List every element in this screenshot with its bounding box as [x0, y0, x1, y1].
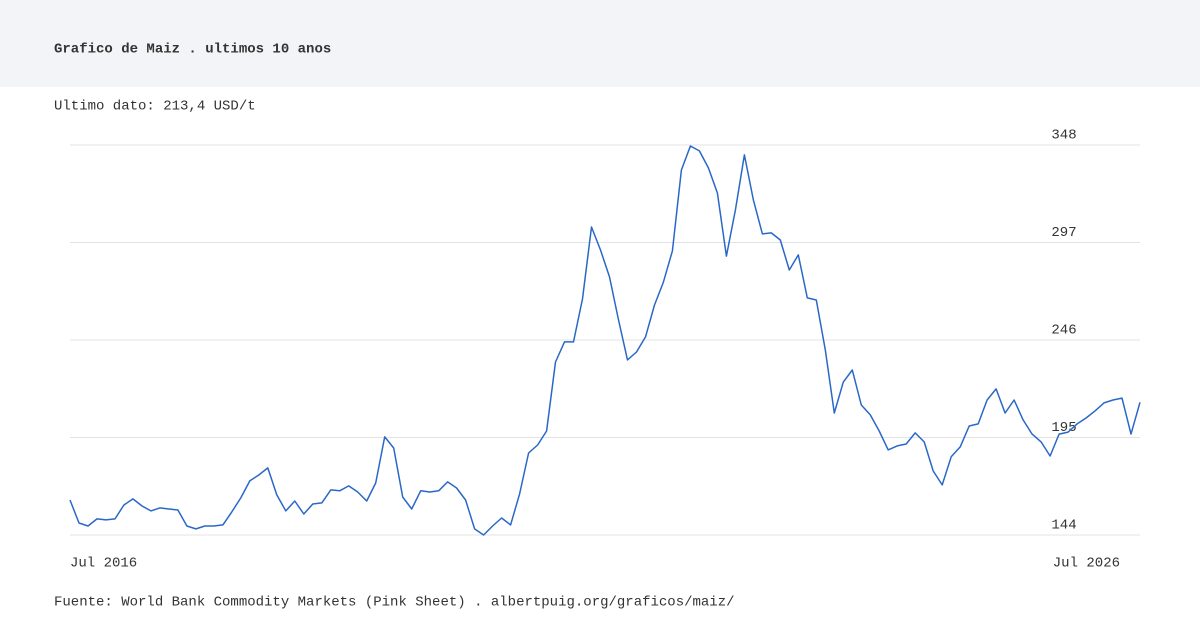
y-tick-label: 297	[1051, 225, 1076, 241]
subtitle: Ultimo dato: 213,4 USD/t	[54, 99, 256, 115]
y-tick-label: 246	[1051, 323, 1076, 339]
chart-title: Grafico de Maiz . ultimos 10 anos	[54, 42, 331, 58]
y-tick-label: 348	[1051, 128, 1076, 144]
header-band	[0, 0, 1200, 87]
source: Fuente: World Bank Commodity Markets (Pi…	[54, 595, 735, 611]
x-tick-label: Jul 2026	[1053, 556, 1120, 572]
y-tick-label: 144	[1051, 518, 1076, 534]
data-line	[69, 145, 1141, 536]
x-tick-label: Jul 2016	[70, 556, 137, 572]
y-tick-label: 195	[1051, 420, 1076, 436]
